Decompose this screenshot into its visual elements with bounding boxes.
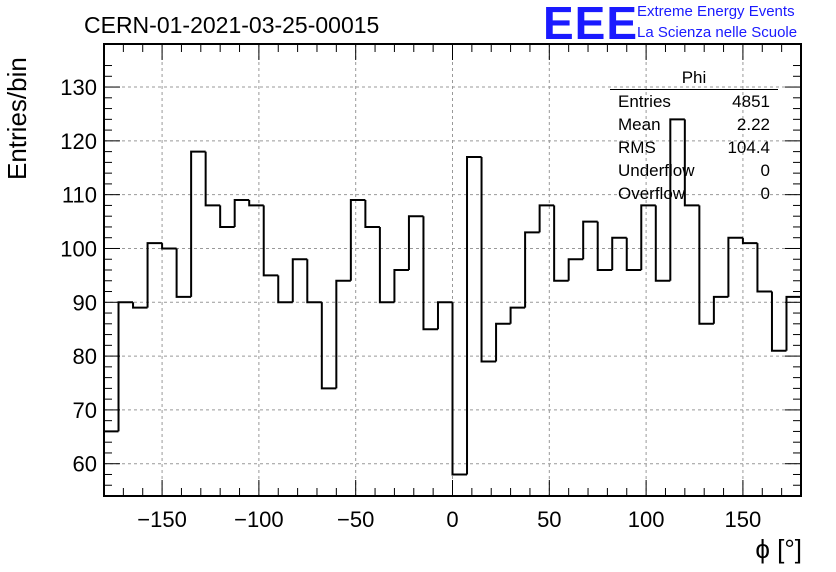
histogram-bin [335,279,351,389]
stats-value: 4851 [732,92,770,111]
chart-title: CERN-01-2021-03-25-00015 [84,12,380,38]
histogram-bin [175,248,192,298]
y-tick-label: 130 [60,75,97,100]
histogram-bin [567,258,584,281]
stats-row: Underflow 0 [610,161,778,184]
histogram-bin [727,236,743,297]
histogram-bin [654,205,671,282]
x-tick-label: −100 [234,507,284,532]
histogram-bin [204,151,221,207]
histogram-bin [291,258,308,303]
y-tick-label: 80 [73,344,97,369]
x-tick-label: −150 [137,507,187,532]
stats-value: 0 [760,161,770,180]
histogram-bin [161,243,177,250]
stats-row: Entries 4851 [610,92,778,115]
stats-label: Mean [618,115,661,134]
histogram-bin [495,322,511,362]
histogram-bin [582,220,598,260]
histogram-bin [364,200,380,228]
y-axis-label: Entries/bin [2,57,32,180]
org-subtitle: La Scienza nelle Scuole [637,24,798,41]
stats-label: Overflow [618,184,686,203]
histogram-bin [480,157,497,363]
histogram-bin [770,291,787,352]
histogram-bin [219,205,235,228]
histogram-bin [422,216,438,331]
stats-value: 2.22 [736,115,770,134]
stats-label: RMS [618,138,656,157]
x-tick-label: −50 [337,507,374,532]
y-tick-label: 100 [60,236,97,261]
stats-label: Entries [618,92,671,111]
stats-value: 104.4 [727,138,770,157]
histogram-bin [741,237,758,245]
histogram-bin [378,226,395,304]
histogram-bin [146,242,163,308]
stats-row: Overflow 0 [610,184,778,207]
histogram-bin [393,269,409,303]
y-tick-label: 120 [60,129,97,154]
histogram-bin [640,204,656,270]
histogram-bin [132,302,148,309]
histogram-bin [306,259,322,304]
histogram-bin [117,301,134,432]
stats-row: RMS 104.4 [610,138,778,161]
histogram-bin [466,156,482,475]
histogram-bin [277,275,293,304]
y-tick-label: 90 [73,290,97,315]
histogram-bin [553,205,569,282]
histogram-bin [451,302,468,476]
stats-row: Mean 2.22 [610,115,778,138]
histogram-bin [509,306,526,324]
x-tick-label: 150 [725,507,762,532]
stats-box: Phi Entries 4851 Mean 2.22 RMS 104.4 Underf… [610,68,778,207]
histogram-bin [436,301,453,330]
histogram-bin [190,150,206,297]
histogram-bin [596,221,613,271]
stats-title: Phi [610,68,778,90]
histogram-bin [248,200,264,207]
histogram-bin [712,295,729,324]
x-tick-label: 50 [537,507,561,532]
histogram-bin [683,119,700,207]
histogram-bin [233,199,250,227]
histogram-bin [611,236,627,270]
histogram-bin [669,118,685,281]
histogram-bin [407,215,424,270]
stats-value: 0 [760,184,770,203]
y-tick-label: 60 [73,452,97,477]
x-axis-label: ϕ [°] [755,534,802,564]
histogram-bin [538,204,555,233]
eee-logo: EEE [543,0,639,49]
stats-label: Underflow [618,161,695,180]
histogram-bin [625,237,642,271]
histogram-bin [262,205,279,277]
histogram-bin [349,199,366,281]
x-tick-label: 0 [446,507,458,532]
x-tick-label: 100 [628,507,665,532]
histogram-bin [785,295,801,351]
y-tick-label: 70 [73,398,97,423]
y-tick-label: 110 [62,183,97,208]
org-name: Extreme Energy Events [637,3,795,20]
histogram-bin [524,231,540,308]
histogram-bin [756,243,772,293]
histogram-bin [698,205,714,325]
histogram-bin [320,302,337,390]
